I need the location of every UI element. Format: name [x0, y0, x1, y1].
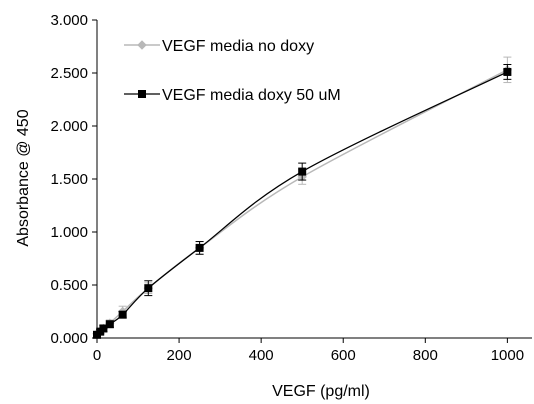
data-point — [195, 243, 204, 252]
data-point — [99, 324, 108, 333]
x-axis-title: VEGF (pg/ml) — [272, 383, 370, 400]
y-axis-title: Absorbance @ 450 — [15, 109, 32, 246]
series-doxy-50um — [93, 64, 512, 339]
y-tick-label: 1.000 — [50, 224, 88, 241]
y-tick-label: 2.000 — [50, 118, 88, 135]
y-tick-label: 2.500 — [50, 65, 88, 82]
legend: VEGF media no doxy VEGF media doxy 50 uM — [124, 38, 341, 104]
data-point — [144, 284, 153, 293]
legend-label: VEGF media no doxy — [162, 38, 314, 55]
legend-label: VEGF media doxy 50 uM — [162, 87, 341, 104]
y-tick-label: 0.000 — [50, 330, 88, 347]
data-point — [503, 67, 512, 76]
x-tick-label: 800 — [413, 347, 438, 364]
x-tick-label: 400 — [249, 347, 274, 364]
y-tick-label: 3.000 — [50, 12, 88, 29]
data-point — [118, 310, 127, 319]
series-line — [96, 71, 508, 336]
legend-item: VEGF media no doxy — [124, 38, 314, 55]
x-tick-label: 200 — [167, 347, 192, 364]
legend-marker — [138, 90, 146, 98]
y-tick-label: 1.500 — [50, 171, 88, 188]
axes: 0.000 0.500 1.000 1.500 2.000 2.500 3.000 0 200 4… — [50, 12, 532, 364]
y-tick-label: 0.500 — [50, 277, 88, 294]
data-point — [298, 167, 307, 176]
x-tick-label: 1000 — [491, 347, 524, 364]
x-tick-label: 600 — [331, 347, 356, 364]
x-tick-label: 0 — [93, 347, 101, 364]
data-point — [105, 320, 114, 329]
series-layer — [92, 56, 513, 339]
series-line — [96, 69, 508, 335]
legend-item: VEGF media doxy 50 uM — [124, 87, 341, 104]
legend-marker — [137, 40, 147, 50]
